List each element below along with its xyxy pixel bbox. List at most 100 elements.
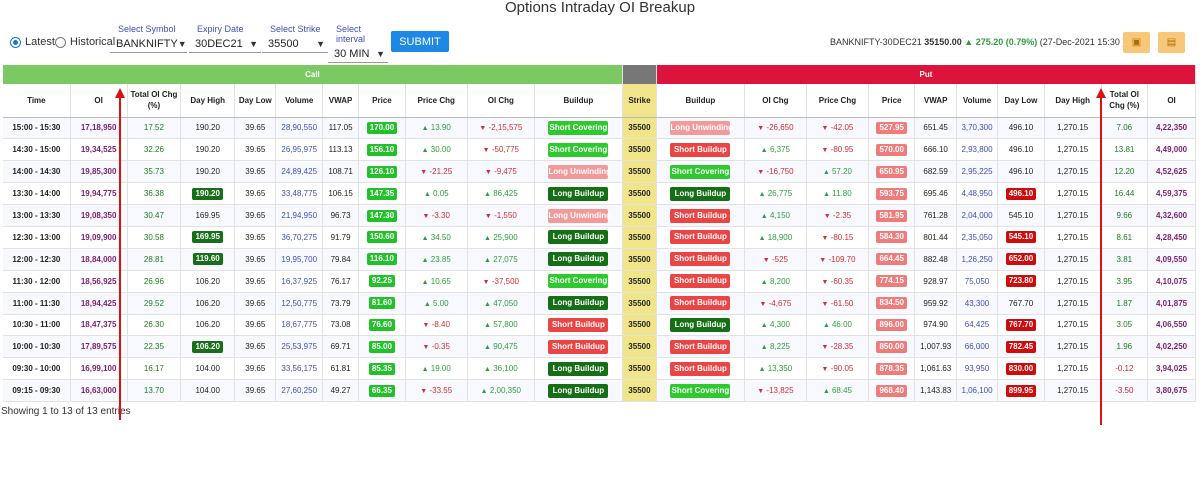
call-day-low-value: 39.65 <box>245 276 266 286</box>
call-total-oi-chg-cell: 13.70 <box>127 379 182 402</box>
radio-latest-dot[interactable] <box>10 36 21 48</box>
radio-latest[interactable]: Latest <box>10 36 55 48</box>
col-call-vwap[interactable]: VWAP <box>322 84 360 118</box>
col-put-oi[interactable]: OI <box>1147 84 1196 118</box>
up-arrow-icon: ▲ <box>484 191 491 199</box>
put-oi-value: 4,01,875 <box>1155 298 1188 308</box>
col-put-buildup[interactable]: Buildup <box>656 84 745 118</box>
down-arrow-icon: ▼ <box>420 388 428 396</box>
put-volume-value: 1,26,250 <box>961 254 993 264</box>
call-vwap-value: 91.79 <box>330 232 351 242</box>
radio-historical[interactable]: Historical <box>55 36 115 48</box>
col-put-total-oi-chg[interactable]: Total OI Chg (%) <box>1101 84 1149 118</box>
call-vwap-value: 117.05 <box>328 123 353 133</box>
put-day-high-value: 1,270.15 <box>1057 364 1089 374</box>
call-volume-cell: 19,95,700 <box>275 248 323 271</box>
put-day-high-cell: 1,270.15 <box>1044 292 1102 315</box>
col-put-price-chg[interactable]: Price Chg <box>806 84 869 118</box>
call-price-chg-value: 0.05 <box>433 189 449 199</box>
put-oi-chg-value: 8,200 <box>769 276 790 286</box>
call-price-value: 66.35 <box>368 384 395 397</box>
put-oi-chg-value: 18,900 <box>767 232 793 242</box>
call-total-oi-chg-value: 36.38 <box>143 189 164 199</box>
col-put-day-high[interactable]: Day High <box>1044 84 1102 118</box>
put-day-high-cell: 1,270.15 <box>1044 248 1102 271</box>
col-strike[interactable]: Strike <box>622 84 657 118</box>
put-price-value: 834.50 <box>876 297 907 310</box>
col-call-oi-chg[interactable]: OI Chg <box>467 84 535 118</box>
col-call-price-chg[interactable]: Price Chg <box>405 84 468 118</box>
call-price-chg-cell: ▲ 19.00 <box>405 357 468 380</box>
call-vwap-cell: 113.13 <box>322 138 360 161</box>
put-oi-cell: 4,22,350 <box>1147 117 1196 139</box>
call-total-oi-chg-value: 30.58 <box>143 232 164 242</box>
col-time[interactable]: Time <box>3 84 71 118</box>
col-call-day-low[interactable]: Day Low <box>234 84 277 118</box>
table-row: 11:00 - 11:30 18,94,425 29.52 106.20 39.65 12… <box>3 292 1196 315</box>
col-call-total-oi-chg[interactable]: Total OI Chg (%) <box>127 84 182 118</box>
expiry-select[interactable]: Expiry Date 30DEC21 ▼ <box>189 24 261 53</box>
up-arrow-icon: ▲ <box>484 256 491 264</box>
call-volume-value: 27,60,250 <box>281 386 318 396</box>
strike-select[interactable]: Select Strike 35500 ▼ <box>262 24 328 53</box>
up-arrow-icon: ▲ <box>823 191 831 199</box>
call-total-oi-chg-value: 13.70 <box>143 386 164 396</box>
col-call-day-high[interactable]: Day High <box>180 84 236 118</box>
radio-historical-dot[interactable] <box>55 36 66 48</box>
submit-button[interactable]: SUBMIT <box>391 31 449 52</box>
call-price-chg-cell: ▲ 13.90 <box>405 117 468 139</box>
call-oi-chg-value: 57,800 <box>493 320 518 330</box>
strike-value: 35500 <box>628 167 651 177</box>
call-day-low-value: 39.65 <box>245 145 266 155</box>
call-oi-value: 18,56,925 <box>80 276 117 286</box>
call-oi-value: 17,89,575 <box>80 342 117 352</box>
call-volume-value: 26,95,975 <box>281 145 318 155</box>
put-total-oi-chg-value: 3.95 <box>1116 276 1133 286</box>
call-total-oi-chg-value: 28.81 <box>143 254 164 264</box>
call-total-oi-chg-value: 16.17 <box>143 364 164 374</box>
call-total-oi-chg-cell: 16.17 <box>127 357 182 380</box>
time-value: 09:15 - 09:30 <box>12 386 61 396</box>
put-volume-cell: 1,26,250 <box>956 248 999 271</box>
page-title: Options Intraday OI Breakup <box>504 0 696 16</box>
time-value: 13:30 - 14:00 <box>12 189 61 199</box>
symbol-select[interactable]: Select Symbol BANKNIFTY ▼ <box>110 24 187 53</box>
call-total-oi-chg-cell: 30.58 <box>127 226 182 249</box>
put-group-header: Put <box>656 65 1197 84</box>
put-price-value: 527.95 <box>876 121 907 134</box>
put-total-oi-chg-value: 16.44 <box>1114 189 1135 199</box>
export-excel-button[interactable]: ▣ <box>1123 32 1150 53</box>
col-call-volume[interactable]: Volume <box>275 84 323 118</box>
interval-select[interactable]: Select interval 30 MIN ▼ <box>328 24 388 63</box>
put-volume-value: 43,300 <box>964 298 990 308</box>
col-put-price[interactable]: Price <box>868 84 916 118</box>
col-put-vwap[interactable]: VWAP <box>914 84 957 118</box>
put-oi-chg-value: -26,650 <box>766 123 794 133</box>
put-total-oi-chg-value: 1.87 <box>1116 298 1133 308</box>
put-vwap-cell: 801.44 <box>914 226 957 249</box>
put-oi-value: 4,32,600 <box>1155 211 1188 220</box>
call-oi-cell: 19,34,525 <box>70 138 128 161</box>
export-csv-button[interactable]: ▤ <box>1158 32 1185 53</box>
col-put-day-low[interactable]: Day Low <box>997 84 1045 118</box>
down-arrow-icon: ▼ <box>821 278 829 286</box>
put-buildup-badge: Short Buildup <box>670 339 731 354</box>
put-vwap-cell: 1,061.63 <box>914 357 957 380</box>
col-put-volume[interactable]: Volume <box>956 84 999 118</box>
col-call-price[interactable]: Price <box>358 84 406 118</box>
strike-cell: 35500 <box>622 138 657 161</box>
call-day-high-value: 106.20 <box>195 298 220 308</box>
strike-cell: 35500 <box>622 226 657 249</box>
call-total-oi-chg-cell: 26.96 <box>127 270 182 293</box>
put-day-high-value: 1,270.15 <box>1057 167 1089 177</box>
table-row: 14:30 - 15:00 19,34,525 32.26 190.20 39.65 26… <box>3 138 1196 161</box>
call-day-low-value: 39.65 <box>245 254 266 264</box>
call-oi-chg-cell: ▼ -1,550 <box>467 204 535 227</box>
call-oi-cell: 19,94,775 <box>70 182 128 205</box>
col-call-oi[interactable]: OI <box>70 84 128 118</box>
col-put-oi-chg[interactable]: OI Chg <box>744 84 807 118</box>
put-price-chg-cell: ▼ -2.35 <box>806 204 869 227</box>
col-call-buildup[interactable]: Buildup <box>534 84 623 118</box>
put-day-high-cell: 1,270.15 <box>1044 314 1102 336</box>
put-price-chg-cell: ▼ -90.05 <box>806 357 869 380</box>
